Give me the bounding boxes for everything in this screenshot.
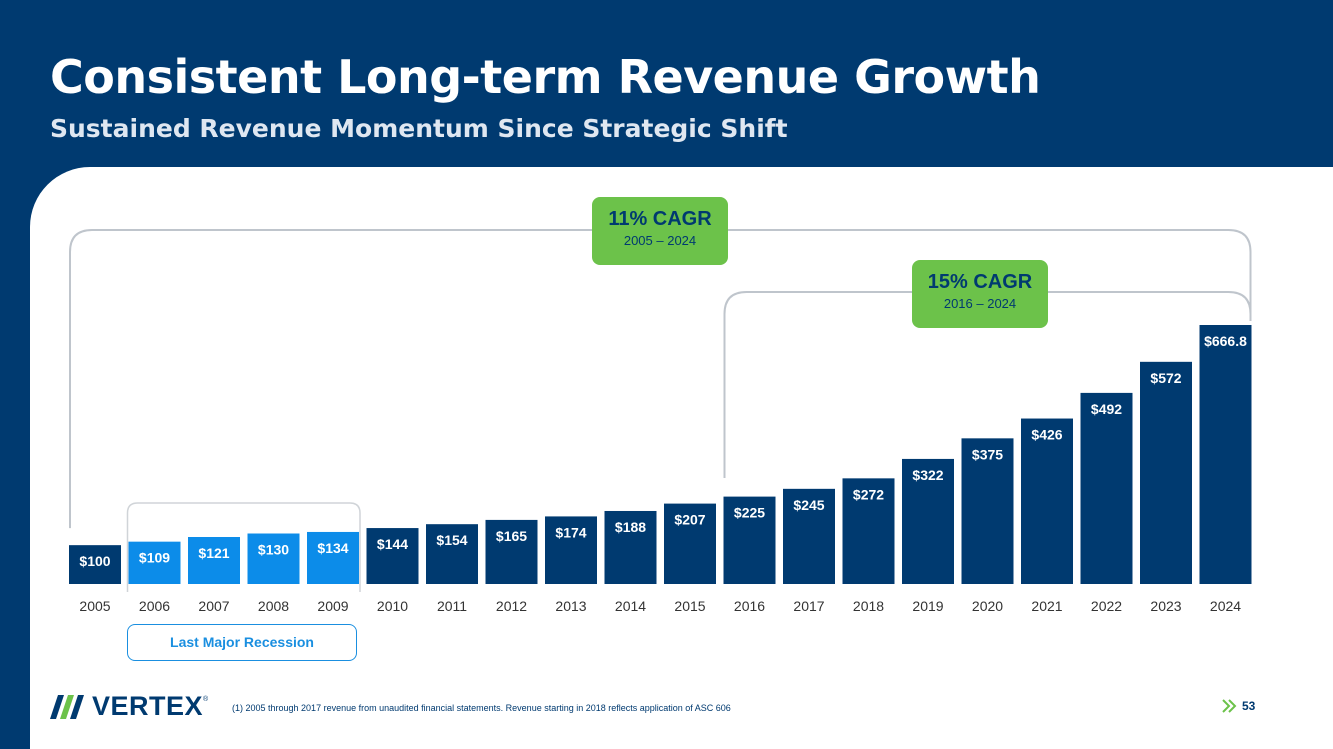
bar-2011 <box>426 524 478 584</box>
year-label-2019: 2019 <box>912 598 943 614</box>
cagr-long-period: 2005 – 2024 <box>623 233 697 248</box>
cagr-long-rate: 11% CAGR <box>608 208 712 230</box>
bar-2018 <box>842 478 895 584</box>
value-label-2015: $207 <box>674 512 705 528</box>
value-label-2013: $174 <box>555 524 586 540</box>
year-label-2021: 2021 <box>1031 598 1062 614</box>
bar-2022 <box>1080 392 1133 584</box>
page-number: 53 <box>1222 699 1255 713</box>
year-label-2005: 2005 <box>79 598 110 614</box>
cagr-badge-long-term: 11% CAGR 2005 – 2024 <box>592 197 728 265</box>
year-label-2009: 2009 <box>317 598 348 614</box>
year-label-2024: 2024 <box>1210 598 1241 614</box>
year-label-2016: 2016 <box>734 598 765 614</box>
year-label-2006: 2006 <box>139 598 170 614</box>
value-label-2017: $245 <box>793 497 824 513</box>
bar-2008 <box>247 533 300 584</box>
bar-2017 <box>783 488 835 584</box>
bar-2021 <box>1021 418 1073 584</box>
header: Consistent Long-term Revenue Growth Sust… <box>0 0 1333 175</box>
recession-bracket <box>126 502 361 592</box>
bar-2007 <box>188 537 240 584</box>
value-label-2020: $375 <box>972 446 1003 462</box>
bar-2006 <box>128 541 181 584</box>
cagr-badge-short-term: 15% CAGR 2016 – 2024 <box>912 260 1048 328</box>
value-label-2019: $322 <box>912 467 943 483</box>
year-label-2008: 2008 <box>258 598 289 614</box>
value-label-2023: $572 <box>1150 370 1181 386</box>
cagr-short-rate: 15% CAGR <box>927 271 1033 293</box>
bar-2016 <box>723 496 776 584</box>
bar-2005 <box>69 545 121 584</box>
year-label-2020: 2020 <box>972 598 1003 614</box>
bar-2019 <box>902 458 954 584</box>
page-number-text: 53 <box>1242 699 1256 713</box>
year-label-2022: 2022 <box>1091 598 1122 614</box>
bar-2010 <box>366 528 419 584</box>
bar-2015 <box>664 503 716 584</box>
value-label-2011: $154 <box>436 532 467 548</box>
vertex-logo-mark-icon <box>50 695 84 719</box>
footnote: (1) 2005 through 2017 revenue from unaud… <box>232 703 731 713</box>
cagr-long-bracket <box>69 229 1252 529</box>
value-label-2016: $225 <box>734 505 765 521</box>
year-label-2014: 2014 <box>615 598 646 614</box>
cagr-short-bracket <box>723 291 1252 478</box>
bar-2020 <box>961 438 1014 584</box>
recession-label: Last Major Recession <box>127 624 357 661</box>
year-label-2012: 2012 <box>496 598 527 614</box>
value-label-2008: $130 <box>258 542 289 558</box>
value-label-2022: $492 <box>1091 401 1122 417</box>
registered-mark: ® <box>203 696 209 703</box>
year-labels-group: 2005 2006 2007 2008 2009 2010 2011 2012 2013 2014… <box>79 598 1241 614</box>
value-label-2014: $188 <box>615 519 646 535</box>
bar-2014 <box>604 510 657 584</box>
value-label-2009: $134 <box>317 540 348 556</box>
value-label-2010: $144 <box>377 536 408 552</box>
page-title: Consistent Long-term Revenue Growth <box>50 50 1041 104</box>
value-label-2024: $666.8 <box>1204 333 1247 349</box>
year-label-2010: 2010 <box>377 598 408 614</box>
value-label-2012: $165 <box>496 528 527 544</box>
cagr-brackets <box>69 229 1252 592</box>
bar-2012 <box>485 519 538 584</box>
value-labels-group: $100 $109 $121 $130 $134 $144 $154 $165 $174 $188… <box>79 333 1247 569</box>
value-label-2018: $272 <box>853 486 884 502</box>
page-subtitle: Sustained Revenue Momentum Since Strateg… <box>50 114 788 143</box>
value-label-2007: $121 <box>198 545 229 561</box>
year-label-2013: 2013 <box>555 598 586 614</box>
bar-2009 <box>307 531 359 584</box>
value-label-2021: $426 <box>1031 427 1062 443</box>
year-label-2018: 2018 <box>853 598 884 614</box>
value-label-2005: $100 <box>79 553 110 569</box>
year-label-2017: 2017 <box>793 598 824 614</box>
cagr-short-period: 2016 – 2024 <box>943 296 1017 311</box>
bar-2024 <box>1199 325 1252 584</box>
vertex-logo: VERTEX ® <box>48 690 208 722</box>
year-label-2007: 2007 <box>198 598 229 614</box>
bar-2013 <box>545 516 597 584</box>
double-chevron-right-icon <box>1222 699 1237 713</box>
value-label-2006: $109 <box>139 550 170 566</box>
year-label-2015: 2015 <box>674 598 705 614</box>
bars-group <box>69 325 1252 584</box>
year-label-2023: 2023 <box>1150 598 1181 614</box>
year-label-2011: 2011 <box>437 598 467 614</box>
vertex-logo-text: VERTEX <box>92 690 204 721</box>
bar-2023 <box>1140 361 1192 584</box>
